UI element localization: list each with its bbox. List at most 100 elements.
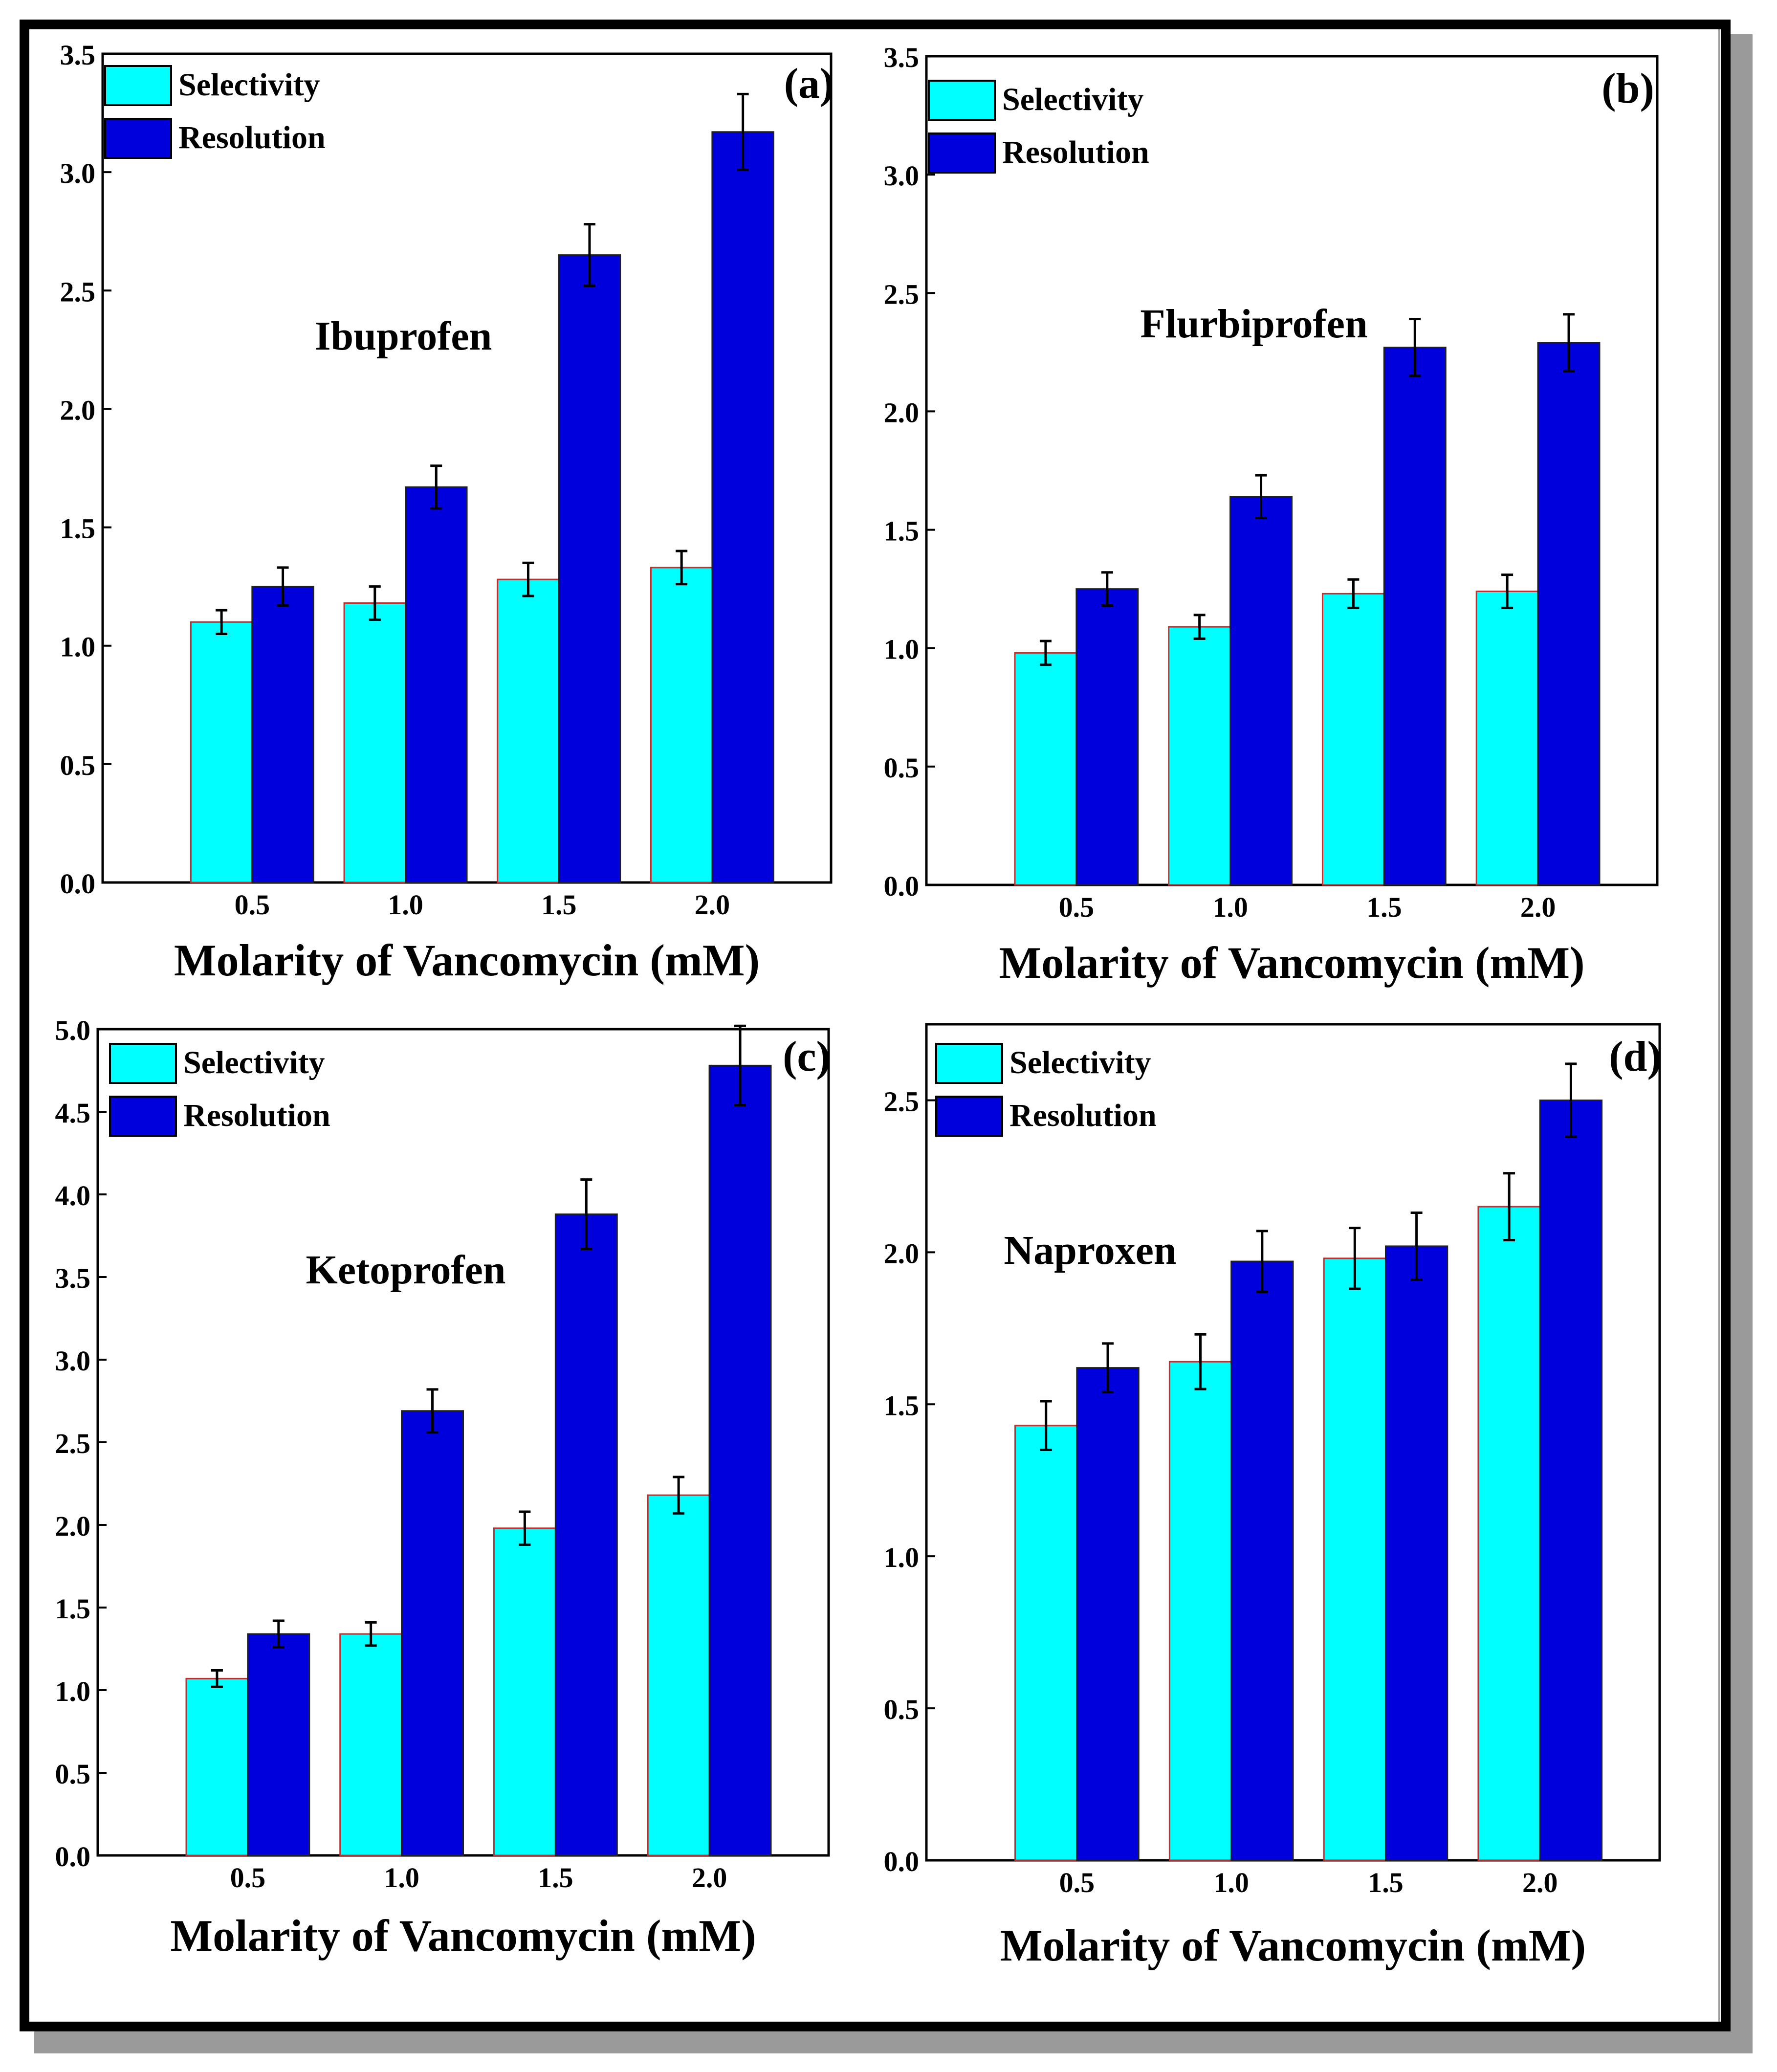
- legend-swatch-resolution: [109, 1096, 177, 1137]
- bar-resolution-0-5: [1075, 588, 1139, 886]
- legend-swatch-resolution: [928, 132, 996, 174]
- chart-panel-a: 0.0 0.5 1.0 1.5 2.0 2.5 3.0 3.5 0.5 1.0 1.5 2.0 Mola…: [60, 39, 834, 985]
- x-tick-label: 2.0: [1522, 1867, 1558, 1898]
- y-tick-label: 2.5: [60, 276, 96, 308]
- y-tick-label: 4.5: [55, 1097, 91, 1129]
- bar-resolution-1-5: [558, 254, 621, 883]
- legend-swatch-selectivity: [935, 1043, 1003, 1084]
- chart-panel-c: 0.0 0.5 1.0 1.5 2.0 2.5 3.0 3.5 4.0 4.5 5.0 0.5 1.0 1…: [55, 1014, 831, 1961]
- y-tick-label: 4.0: [55, 1180, 91, 1212]
- bar-resolution-1-5: [1383, 347, 1447, 886]
- y-tick-label: 2.5: [55, 1428, 91, 1459]
- legend-label-resolution: Resolution: [178, 120, 326, 155]
- y-tick-label: 3.0: [55, 1345, 91, 1377]
- y-tick-label: 1.0: [55, 1675, 91, 1707]
- panel-tag: (b): [1601, 65, 1654, 112]
- x-tick-label: 0.5: [230, 1862, 266, 1894]
- y-tick-label: 0.5: [884, 1694, 920, 1725]
- bar-resolution-1-0: [401, 1410, 464, 1856]
- drug-name: Ibuprofen: [315, 313, 492, 359]
- y-tick-label: 1.5: [60, 513, 96, 545]
- bar-resolution-1-5: [1384, 1245, 1448, 1861]
- y-tick-label: 0.5: [884, 752, 920, 784]
- x-tick-label: 1.5: [1366, 891, 1402, 923]
- y-tick-label: 1.5: [884, 1389, 920, 1421]
- legend-swatch-resolution: [935, 1096, 1003, 1137]
- x-tick-label: 0.5: [235, 889, 270, 921]
- bar-selectivity-2-0: [650, 567, 713, 883]
- legend-label-selectivity: Selectivity: [183, 1045, 325, 1080]
- chart-panel-b: 0.0 0.5 1.0 1.5 2.0 2.5 3.0 3.5 0.5 1.0 1.5 2.0 Mola…: [884, 42, 1659, 988]
- bar-selectivity-2-0: [647, 1494, 710, 1856]
- x-tick-label: 1.5: [538, 1862, 573, 1894]
- bar-resolution-1-0: [1229, 496, 1293, 886]
- bar-resolution-1-0: [1230, 1260, 1294, 1861]
- y-tick-label: 1.5: [55, 1593, 91, 1625]
- y-tick-label: 1.0: [60, 631, 96, 663]
- legend-swatch-resolution: [104, 118, 172, 159]
- y-tick-label: 2.5: [884, 1085, 920, 1117]
- bar-selectivity-0-5: [185, 1677, 249, 1856]
- x-tick-label: 1.5: [1368, 1867, 1404, 1898]
- y-tick-label: 2.0: [60, 394, 96, 426]
- panel-tag: (d): [1609, 1033, 1662, 1080]
- x-tick-label: 1.0: [1212, 891, 1248, 923]
- y-tick-label: 0.5: [60, 749, 96, 781]
- y-tick-label: 5.0: [55, 1014, 91, 1046]
- bar-resolution-1-0: [405, 486, 468, 883]
- legend-swatch-selectivity: [928, 80, 996, 121]
- chart-panel-d: 0.0 0.5 1.0 1.5 2.0 2.5 0.5 1.0 1.5 2.0 Molarity o…: [884, 1023, 1662, 1970]
- legend-label-resolution: Resolution: [1002, 134, 1149, 170]
- bar-selectivity-0-5: [1014, 1425, 1078, 1861]
- legend-label-selectivity: Selectivity: [1009, 1045, 1151, 1080]
- x-tick-label: 1.0: [1213, 1867, 1249, 1898]
- x-axis-title: Molarity of Vancomycin (mM): [174, 935, 760, 985]
- bar-resolution-0-5: [251, 586, 314, 883]
- bar-selectivity-2-0: [1477, 1206, 1541, 1861]
- panel-tag: (c): [783, 1033, 831, 1080]
- y-tick-label: 0.0: [884, 1846, 920, 1877]
- bar-selectivity-1-5: [1323, 1257, 1386, 1861]
- bar-resolution-2-0: [708, 1064, 772, 1856]
- y-tick-label: 3.0: [60, 157, 96, 189]
- bar-resolution-0-5: [247, 1633, 310, 1856]
- bar-resolution-2-0: [1537, 342, 1601, 886]
- legend-label-resolution: Resolution: [183, 1098, 330, 1133]
- y-tick-label: 1.0: [884, 634, 920, 665]
- x-tick-label: 1.5: [541, 889, 577, 921]
- y-tick-label: 0.5: [55, 1758, 91, 1790]
- y-tick-label: 3.0: [884, 160, 920, 192]
- y-tick-label: 2.5: [884, 278, 920, 310]
- drug-name: Naproxen: [1004, 1228, 1176, 1273]
- bar-selectivity-1-5: [497, 578, 560, 883]
- y-tick-label: 3.5: [884, 42, 920, 73]
- x-axis-title: Molarity of Vancomycin (mM): [999, 938, 1584, 988]
- x-tick-label: 2.0: [692, 1862, 727, 1894]
- drug-name: Flurbiprofen: [1140, 301, 1367, 347]
- legend-label-selectivity: Selectivity: [178, 67, 320, 103]
- y-tick-label: 1.5: [884, 515, 920, 547]
- y-tick-label: 0.0: [884, 870, 920, 902]
- y-tick-label: 2.0: [884, 397, 920, 428]
- y-tick-label: 0.0: [60, 868, 96, 900]
- bar-selectivity-1-0: [343, 602, 407, 883]
- legend-label-resolution: Resolution: [1009, 1098, 1157, 1133]
- bar-selectivity-1-0: [339, 1633, 403, 1856]
- y-tick-label: 1.0: [884, 1542, 920, 1573]
- x-tick-label: 2.0: [695, 889, 730, 921]
- bar-resolution-0-5: [1076, 1367, 1140, 1861]
- bar-selectivity-0-5: [190, 621, 253, 883]
- x-tick-label: 0.5: [1059, 891, 1095, 923]
- x-tick-label: 0.5: [1059, 1867, 1095, 1898]
- bar-selectivity-1-5: [1321, 593, 1385, 886]
- legend-swatch-selectivity: [109, 1043, 177, 1084]
- y-tick-label: 3.5: [60, 39, 96, 71]
- drug-name: Ketoprofen: [306, 1247, 505, 1293]
- bar-resolution-1-5: [554, 1213, 618, 1856]
- y-tick-label: 2.0: [884, 1237, 920, 1269]
- bar-resolution-2-0: [711, 131, 774, 883]
- x-tick-label: 1.0: [388, 889, 423, 921]
- bar-selectivity-0-5: [1014, 652, 1077, 886]
- bar-resolution-2-0: [1539, 1099, 1603, 1861]
